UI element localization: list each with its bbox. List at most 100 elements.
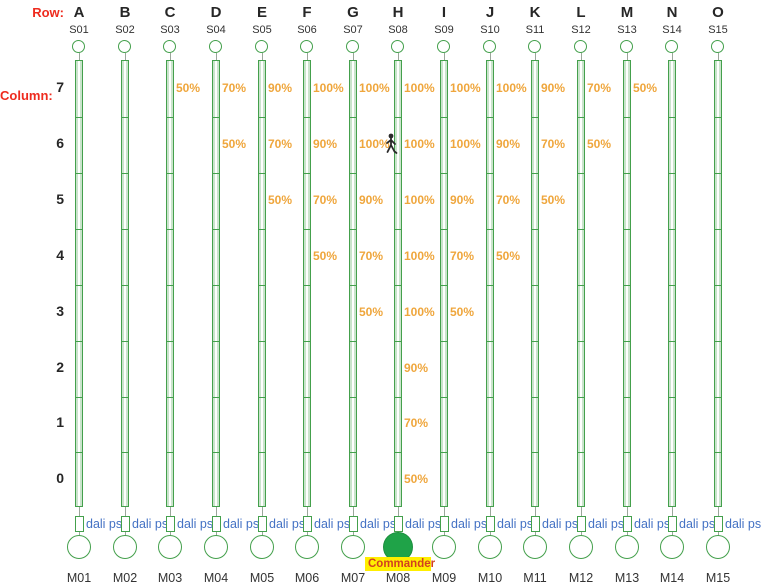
master-node-circle[interactable]	[158, 535, 182, 559]
bar-segment-divider	[715, 117, 721, 118]
sensor-id-label: S02	[115, 24, 135, 36]
bar-segment-divider	[213, 452, 219, 453]
bar-segment-divider	[167, 341, 173, 342]
light-bar[interactable]	[714, 60, 722, 507]
dali-ps-box[interactable]	[258, 516, 267, 532]
master-node-circle[interactable]	[706, 535, 730, 559]
light-bar[interactable]	[258, 60, 266, 507]
dim-level-label: 50%	[313, 249, 338, 263]
master-node-circle[interactable]	[615, 535, 639, 559]
bar-segment-divider	[669, 229, 675, 230]
column-axis-label: Column:	[0, 88, 53, 103]
light-bar[interactable]	[75, 60, 83, 507]
top-node-circle[interactable]	[711, 40, 724, 53]
light-bar[interactable]	[623, 60, 631, 507]
master-node-circle[interactable]	[660, 535, 684, 559]
top-node-circle[interactable]	[483, 40, 496, 53]
master-node-circle[interactable]	[569, 535, 593, 559]
master-node-circle[interactable]	[341, 535, 365, 559]
top-node-circle[interactable]	[300, 40, 313, 53]
bar-segment-divider	[578, 452, 584, 453]
light-bar[interactable]	[166, 60, 174, 507]
bar-segment-divider	[487, 117, 493, 118]
light-bar[interactable]	[577, 60, 585, 507]
row-letter-label: L	[576, 4, 586, 21]
top-node-circle[interactable]	[118, 40, 131, 53]
master-node-circle[interactable]	[295, 535, 319, 559]
dali-ps-box[interactable]	[440, 516, 449, 532]
bar-segment-divider	[350, 452, 356, 453]
bottom-connector-line	[353, 507, 354, 517]
row-letter-label: H	[392, 4, 404, 21]
bar-segment-divider	[532, 285, 538, 286]
dali-ps-box[interactable]	[623, 516, 632, 532]
bar-segment-divider	[624, 397, 630, 398]
light-bar[interactable]	[531, 60, 539, 507]
bottom-connector-line	[718, 507, 719, 517]
bar-segment-divider	[441, 285, 447, 286]
dali-ps-box[interactable]	[394, 516, 403, 532]
top-node-circle[interactable]	[391, 40, 404, 53]
light-bar[interactable]	[349, 60, 357, 507]
dali-ps-box[interactable]	[166, 516, 175, 532]
dim-level-label: 100%	[404, 193, 435, 207]
top-connector-line	[627, 53, 628, 60]
top-node-circle[interactable]	[574, 40, 587, 53]
dali-ps-box[interactable]	[349, 516, 358, 532]
column-number-label: 5	[56, 191, 64, 207]
bar-segment-divider	[669, 117, 675, 118]
light-bar[interactable]	[121, 60, 129, 507]
bottom-connector-line	[216, 507, 217, 517]
dali-ps-box[interactable]	[668, 516, 677, 532]
top-node-circle[interactable]	[163, 40, 176, 53]
master-id-label: M01	[66, 571, 92, 585]
master-node-circle[interactable]	[67, 535, 91, 559]
dim-level-label: 70%	[404, 416, 429, 430]
bar-segment-divider	[532, 341, 538, 342]
dali-ps-box[interactable]	[486, 516, 495, 532]
bar-segment-divider	[715, 341, 721, 342]
master-node-circle[interactable]	[478, 535, 502, 559]
dim-level-label: 50%	[222, 137, 247, 151]
dali-ps-box[interactable]	[577, 516, 586, 532]
master-node-circle[interactable]	[113, 535, 137, 559]
light-bar[interactable]	[394, 60, 402, 507]
light-bar[interactable]	[486, 60, 494, 507]
top-connector-line	[353, 53, 354, 60]
master-node-circle[interactable]	[523, 535, 547, 559]
dali-ps-box[interactable]	[121, 516, 130, 532]
dim-level-label: 100%	[450, 81, 481, 95]
top-node-circle[interactable]	[346, 40, 359, 53]
bar-segment-divider	[395, 229, 401, 230]
light-bar[interactable]	[440, 60, 448, 507]
light-bar[interactable]	[668, 60, 676, 507]
bar-segment-divider	[350, 173, 356, 174]
master-node-circle[interactable]	[250, 535, 274, 559]
top-connector-line	[581, 53, 582, 60]
top-node-circle[interactable]	[665, 40, 678, 53]
dali-ps-box[interactable]	[531, 516, 540, 532]
dali-ps-box[interactable]	[303, 516, 312, 532]
light-bar[interactable]	[303, 60, 311, 507]
sensor-id-label: S14	[662, 24, 682, 36]
master-node-circle[interactable]	[432, 535, 456, 559]
bar-segment-divider	[441, 117, 447, 118]
dim-level-label: 70%	[359, 249, 384, 263]
dali-ps-box[interactable]	[212, 516, 221, 532]
light-bar[interactable]	[212, 60, 220, 507]
top-node-circle[interactable]	[528, 40, 541, 53]
dali-ps-box[interactable]	[714, 516, 723, 532]
top-node-circle[interactable]	[255, 40, 268, 53]
top-node-circle[interactable]	[72, 40, 85, 53]
top-node-circle[interactable]	[437, 40, 450, 53]
top-node-circle[interactable]	[209, 40, 222, 53]
dali-ps-box[interactable]	[75, 516, 84, 532]
master-id-label: M06	[294, 571, 320, 585]
master-id-label: M14	[659, 571, 685, 585]
top-node-circle[interactable]	[620, 40, 633, 53]
dim-level-label: 90%	[496, 137, 521, 151]
master-node-circle[interactable]	[204, 535, 228, 559]
master-id-label: M05	[249, 571, 275, 585]
bar-segment-divider	[532, 229, 538, 230]
bar-segment-divider	[532, 117, 538, 118]
